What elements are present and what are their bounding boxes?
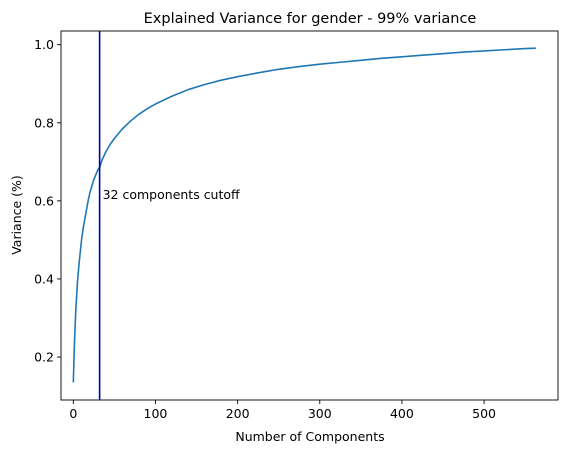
x-tick-label: 300 bbox=[308, 406, 332, 421]
y-axis-label: Variance (%) bbox=[9, 175, 24, 255]
x-axis-label: Number of Components bbox=[235, 429, 384, 444]
y-tick-label: 0.2 bbox=[34, 350, 54, 365]
chart-title: Explained Variance for gender - 99% vari… bbox=[144, 11, 477, 27]
series-line-0 bbox=[72, 47, 536, 383]
axes-frame bbox=[60, 30, 559, 401]
y-tick-label: 0.8 bbox=[34, 115, 54, 130]
y-tick-label: 1.0 bbox=[34, 37, 54, 52]
x-tick-label: 500 bbox=[472, 406, 496, 421]
plot-area: 32 components cutoff 0 100 200 300 400 500 0.2 0… bbox=[34, 30, 559, 421]
y-tick-label: 0.6 bbox=[34, 193, 54, 208]
x-tick-label: 400 bbox=[390, 406, 414, 421]
x-tick-label: 0 bbox=[69, 406, 77, 421]
x-tick-label: 100 bbox=[144, 406, 168, 421]
y-tick-label: 0.4 bbox=[34, 271, 54, 286]
cutoff-annotation: 32 components cutoff bbox=[103, 187, 240, 202]
x-tick-label: 200 bbox=[226, 406, 250, 421]
